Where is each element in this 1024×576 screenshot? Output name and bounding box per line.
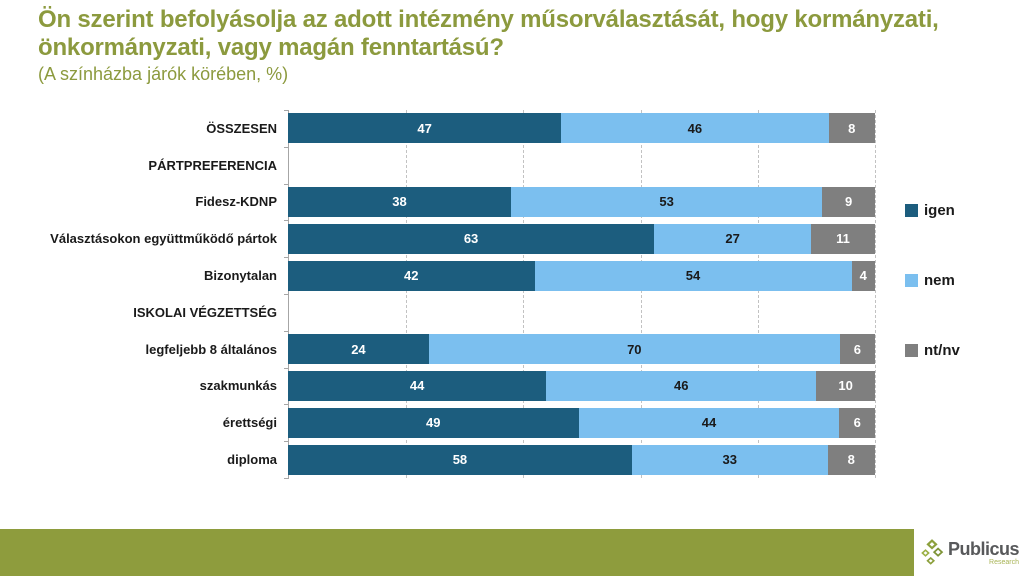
bar-segment-ntnv: 8 bbox=[828, 113, 875, 144]
stacked-bar-chart: ÖSSZESEN 47 46 8 PÁRTPREFERENCIA Fidesz-KDNP 3… bbox=[0, 110, 876, 479]
gridline-60pct bbox=[640, 110, 642, 478]
bar-segment-ntnv: 11 bbox=[811, 223, 875, 254]
y-axis-tick bbox=[284, 220, 289, 222]
bar-segment-igen: 42 bbox=[288, 260, 535, 291]
category-label: Fidesz-KDNP bbox=[195, 194, 277, 210]
y-axis-tick bbox=[284, 330, 289, 332]
bar-segment-nem: 70 bbox=[428, 334, 840, 365]
bar-segment-igen: 38 bbox=[288, 186, 512, 217]
bar-segment-igen: 47 bbox=[288, 113, 562, 144]
gridline-80pct bbox=[757, 110, 759, 478]
y-axis-tick bbox=[284, 110, 289, 111]
chart-title: Ön szerint befolyásolja az adott intézmé… bbox=[38, 6, 939, 62]
y-axis-tick bbox=[284, 367, 289, 369]
bar-segment-igen: 24 bbox=[288, 334, 429, 365]
legend-swatch-icon bbox=[905, 203, 918, 217]
chart-row-1: PÁRTPREFERENCIA bbox=[0, 147, 876, 184]
bar-segment-igen: 44 bbox=[288, 370, 547, 401]
legend-item-nem: nem bbox=[905, 271, 1020, 289]
bar-segment-nem: 33 bbox=[631, 444, 828, 475]
chart-row-7: szakmunkás 44 46 10 bbox=[0, 368, 876, 405]
y-axis-tick bbox=[284, 294, 289, 295]
chart-row-8: érettségi 49 44 6 bbox=[0, 404, 876, 441]
footer-accent-bar bbox=[0, 529, 914, 576]
category-label: legfeljebb 8 általános bbox=[145, 341, 278, 357]
chart-row-2: Fidesz-KDNP 38 53 9 bbox=[0, 184, 876, 221]
bar-track: 44 46 10 bbox=[288, 370, 875, 401]
legend-label: nt/nv bbox=[924, 341, 960, 359]
y-axis-tick bbox=[284, 441, 289, 443]
chart-row-3: Választásokon együttműködő pártok 63 27 11 bbox=[0, 220, 876, 257]
gridline-100pct bbox=[875, 110, 876, 478]
bar-track bbox=[288, 297, 875, 327]
gridline-20pct bbox=[406, 110, 408, 478]
section-header-label: PÁRTPREFERENCIA bbox=[148, 157, 277, 173]
bar-segment-ntnv: 9 bbox=[822, 186, 875, 217]
chart-row-5: ISKOLAI VÉGZETTSÉG bbox=[0, 294, 876, 331]
legend-item-ntnv: nt/nv bbox=[905, 341, 1020, 359]
publicus-logo-text: Publicus Research bbox=[947, 538, 1020, 566]
bar-segment-igen: 58 bbox=[288, 444, 632, 475]
y-axis-tick bbox=[284, 478, 289, 479]
chart-row-4: Bizonytalan 42 54 4 bbox=[0, 257, 876, 294]
category-label: ÖSSZESEN bbox=[206, 120, 277, 136]
gridline-40pct bbox=[523, 110, 525, 478]
bar-track bbox=[288, 150, 875, 180]
bar-segment-nem: 54 bbox=[534, 260, 852, 291]
category-label: szakmunkás bbox=[199, 378, 277, 394]
bar-segment-nem: 53 bbox=[511, 186, 823, 217]
bar-track: 42 54 4 bbox=[288, 260, 875, 291]
y-axis-tick bbox=[284, 183, 289, 185]
section-header-label: ISKOLAI VÉGZETTSÉG bbox=[133, 304, 277, 320]
bar-track: 24 70 6 bbox=[288, 334, 875, 365]
chart-row-6: legfeljebb 8 általános 24 70 6 bbox=[0, 331, 876, 368]
plot-area bbox=[284, 110, 876, 479]
legend-label: nem bbox=[924, 271, 955, 289]
bar-track: 63 27 11 bbox=[288, 223, 875, 254]
bar-track: 49 44 6 bbox=[288, 407, 875, 438]
bar-segment-ntnv: 6 bbox=[839, 407, 875, 438]
category-label: diploma bbox=[227, 452, 277, 468]
brand-subname: Research bbox=[989, 558, 1019, 566]
legend-item-igen: igen bbox=[905, 201, 1020, 219]
bar-segment-nem: 44 bbox=[578, 407, 840, 438]
bar-track: 47 46 8 bbox=[288, 113, 875, 144]
bar-segment-ntnv: 4 bbox=[851, 260, 875, 291]
bar-track: 38 53 9 bbox=[288, 186, 875, 217]
publicus-logo: Publicus Research bbox=[914, 529, 1024, 576]
legend-label: igen bbox=[924, 201, 955, 219]
legend-swatch-icon bbox=[905, 273, 918, 287]
bar-track: 58 33 8 bbox=[288, 444, 875, 475]
legend: igen nem nt/nv bbox=[905, 201, 1020, 411]
y-axis-tick bbox=[284, 146, 289, 148]
bar-segment-ntnv: 8 bbox=[827, 444, 875, 475]
chart-row-0: ÖSSZESEN 47 46 8 bbox=[0, 110, 876, 147]
chart-row-9: diploma 58 33 8 bbox=[0, 441, 876, 478]
bar-segment-igen: 49 bbox=[288, 407, 579, 438]
brand-name: Publicus bbox=[947, 538, 1020, 559]
publicus-diamonds-icon bbox=[921, 538, 944, 565]
bar-segment-ntnv: 6 bbox=[839, 334, 875, 365]
bar-segment-nem: 46 bbox=[561, 113, 829, 144]
chart-rows: ÖSSZESEN 47 46 8 PÁRTPREFERENCIA Fidesz-KDNP 3… bbox=[0, 110, 876, 478]
chart-subtitle: (A színházba járók körében, %) bbox=[38, 64, 289, 85]
y-axis-tick bbox=[284, 257, 289, 259]
y-axis-tick bbox=[284, 404, 289, 406]
title-block: Ön szerint befolyásolja az adott intézmé… bbox=[38, 6, 978, 85]
category-label: Bizonytalan bbox=[204, 268, 277, 284]
legend-swatch-icon bbox=[905, 343, 918, 357]
bar-segment-ntnv: 10 bbox=[816, 370, 875, 401]
bar-segment-igen: 63 bbox=[288, 223, 655, 254]
category-label: érettségi bbox=[222, 415, 277, 431]
category-label: Választásokon együttműködő pártok bbox=[50, 231, 277, 247]
bar-segment-nem: 46 bbox=[546, 370, 817, 401]
bar-segment-nem: 27 bbox=[654, 223, 812, 254]
